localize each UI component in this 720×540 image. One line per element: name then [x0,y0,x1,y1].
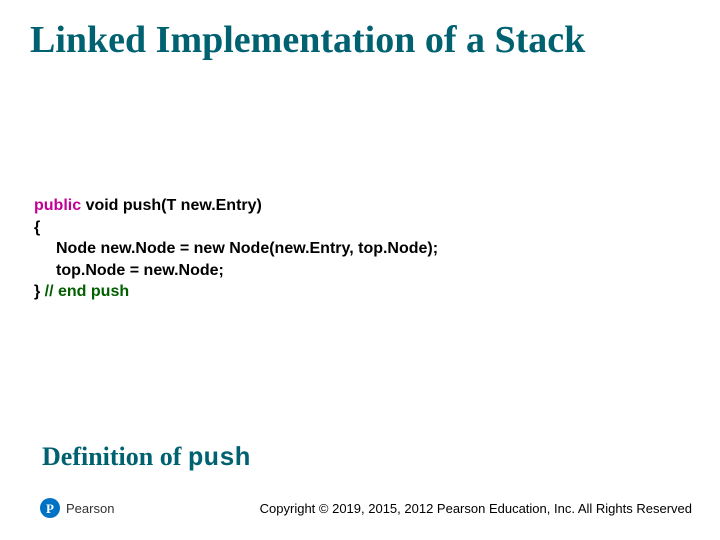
code-comment: // end push [45,283,129,300]
code-text: top.Node = new.Node; [56,262,224,279]
brand-logo: P Pearson [40,498,114,518]
code-line-3: Node new.Node = new Node(new.Entry, top.… [34,238,438,260]
slide-title: Linked Implementation of a Stack [0,0,720,62]
keyword-public: public [34,197,81,214]
copyright-text: Copyright © 2019, 2015, 2012 Pearson Edu… [260,501,692,516]
code-line-4: top.Node = new.Node; [34,260,438,282]
code-signature: push(T new.Entry) [118,197,261,214]
code-line-1: public void push(T new.Entry) [34,195,438,217]
pearson-logo-icon: P [40,498,60,518]
code-text: Node new.Node = new Node(new.Entry, top.… [56,240,438,257]
subtitle-prefix: Definition of [42,442,188,471]
subtitle: Definition of push [42,442,250,473]
brand-name: Pearson [66,501,114,516]
keyword-void: void [86,197,119,214]
logo-letter: P [46,502,54,515]
code-line-2: { [34,217,438,239]
code-line-5: } // end push [34,281,438,303]
code-block: public void push(T new.Entry) { Node new… [34,195,438,303]
code-brace: } [34,283,45,300]
subtitle-mono: push [188,443,250,473]
